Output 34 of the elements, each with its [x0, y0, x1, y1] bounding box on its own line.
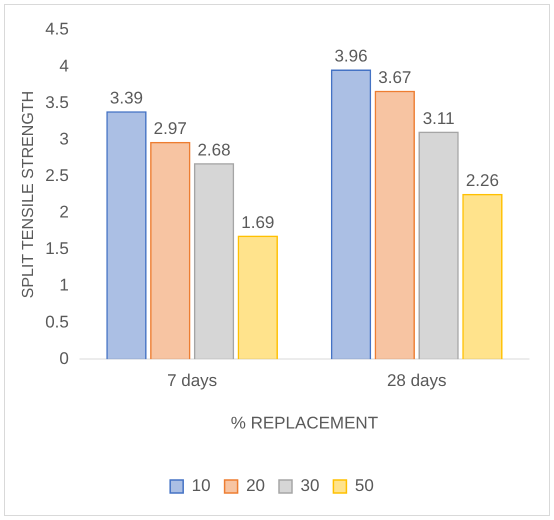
bar [330, 70, 372, 360]
y-tick-label: 2 [59, 202, 69, 222]
y-tick-label: 1.5 [45, 239, 69, 258]
bar [418, 132, 459, 360]
y-tick-label: 4 [59, 56, 69, 76]
y-tick-label: 4.5 [45, 20, 69, 39]
data-label: 2.26 [466, 171, 499, 190]
x-axis-title: % REPLACEMENT [230, 413, 378, 432]
x-tick-label: 28 days [386, 371, 446, 390]
bar [462, 194, 503, 360]
y-tick-label: 2.5 [45, 166, 69, 185]
bar [238, 236, 278, 360]
data-label: 3.11 [422, 108, 455, 128]
bar [374, 90, 415, 360]
data-label: 1.69 [241, 212, 274, 232]
data-label: 3.96 [334, 46, 368, 66]
y-tick-label: 0.5 [45, 312, 69, 332]
y-tick-label: 3 [59, 129, 69, 148]
bar [194, 163, 234, 360]
bar [106, 111, 147, 360]
data-label: 3.39 [110, 88, 143, 108]
y-tick-label: 1 [59, 276, 69, 295]
data-label: 2.97 [154, 119, 187, 138]
bar [150, 142, 190, 360]
data-label: 3.67 [378, 68, 412, 87]
legend-label: 20 [246, 476, 266, 496]
legend-label: 50 [354, 476, 374, 496]
x-tick-label: 7 days [167, 371, 218, 390]
y-axis-title: SPLIT TENSILE STRENGTH [20, 90, 38, 298]
y-tick-label: 3.5 [45, 92, 69, 112]
legend-label: 10 [192, 476, 211, 496]
data-label: 2.68 [197, 140, 231, 160]
y-tick-label: 0 [59, 348, 69, 368]
legend-label: 30 [300, 476, 320, 496]
